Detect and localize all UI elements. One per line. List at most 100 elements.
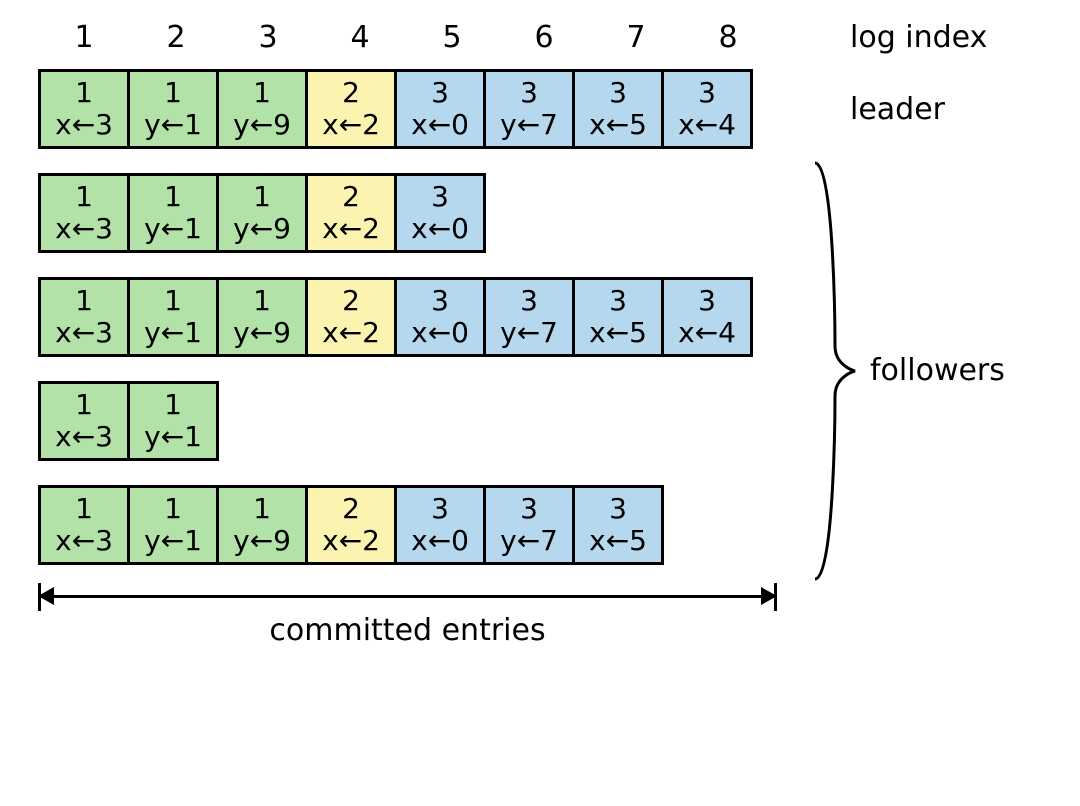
entry-term: 3 xyxy=(520,77,538,109)
entry-term: 1 xyxy=(75,493,93,525)
entry-command: x←2 xyxy=(322,213,380,245)
entry-command: x←3 xyxy=(55,109,113,141)
followers-label: followers xyxy=(870,353,1005,388)
index-number: 6 xyxy=(498,20,590,55)
entry-command: x←0 xyxy=(411,317,469,349)
log-index-label: log index xyxy=(850,20,987,55)
log-entry-cell: 3y←7 xyxy=(483,69,575,149)
log-entry-cell: 1y←1 xyxy=(127,173,219,253)
log-entry-cell: 3y←7 xyxy=(483,485,575,565)
log-entry-cell: 1x←3 xyxy=(38,277,130,357)
log-entry-cell: 3x←0 xyxy=(394,69,486,149)
entry-command: y←7 xyxy=(500,525,558,557)
entry-command: x←0 xyxy=(411,525,469,557)
entry-term: 3 xyxy=(698,77,716,109)
entry-command: y←9 xyxy=(233,109,291,141)
committed-range-bar xyxy=(38,583,777,611)
entry-term: 2 xyxy=(342,181,360,213)
entry-term: 1 xyxy=(164,389,182,421)
entry-term: 1 xyxy=(253,493,271,525)
entry-term: 3 xyxy=(431,181,449,213)
log-entry-cell: 1x←3 xyxy=(38,381,130,461)
index-number: 8 xyxy=(682,20,774,55)
entry-term: 3 xyxy=(609,285,627,317)
index-number: 4 xyxy=(314,20,406,55)
entry-term: 1 xyxy=(75,389,93,421)
log-entry-cell: 2x←2 xyxy=(305,173,397,253)
log-entry-cell: 3x←5 xyxy=(572,69,664,149)
entry-command: x←3 xyxy=(55,421,113,453)
follower-row: 1x←31y←1 xyxy=(38,381,1060,461)
log-entry-cell: 1y←1 xyxy=(127,381,219,461)
entry-term: 1 xyxy=(75,285,93,317)
log-entry-cell: 2x←2 xyxy=(305,277,397,357)
entry-command: y←7 xyxy=(500,109,558,141)
entry-command: y←7 xyxy=(500,317,558,349)
index-number: 3 xyxy=(222,20,314,55)
index-number: 1 xyxy=(38,20,130,55)
raft-log-diagram: log index 12345678 leader 1x←31y←11y←92x… xyxy=(20,20,1060,648)
entry-command: y←1 xyxy=(144,525,202,557)
entry-command: y←1 xyxy=(144,109,202,141)
entry-term: 1 xyxy=(164,181,182,213)
log-entry-cell: 3x←5 xyxy=(572,485,664,565)
log-entry-cell: 3x←0 xyxy=(394,173,486,253)
log-entry-cell: 3x←0 xyxy=(394,485,486,565)
entry-command: x←2 xyxy=(322,109,380,141)
entry-command: x←3 xyxy=(55,525,113,557)
log-entry-cell: 1x←3 xyxy=(38,485,130,565)
entry-command: x←0 xyxy=(411,213,469,245)
index-number: 5 xyxy=(406,20,498,55)
entry-term: 3 xyxy=(609,77,627,109)
index-number: 2 xyxy=(130,20,222,55)
follower-row: 1x←31y←11y←92x←23x←03y←73x←53x←4 xyxy=(38,277,1060,357)
log-entry-cell: 1y←1 xyxy=(127,69,219,149)
log-entry-cell: 1y←9 xyxy=(216,485,308,565)
entry-command: x←4 xyxy=(678,109,736,141)
entry-command: x←3 xyxy=(55,213,113,245)
entry-term: 1 xyxy=(164,285,182,317)
entry-term: 3 xyxy=(431,77,449,109)
log-entry-cell: 3x←4 xyxy=(661,69,753,149)
entry-command: x←5 xyxy=(589,525,647,557)
log-entry-cell: 2x←2 xyxy=(305,485,397,565)
entry-term: 3 xyxy=(520,493,538,525)
log-entry-cell: 1y←9 xyxy=(216,173,308,253)
entry-term: 3 xyxy=(431,493,449,525)
log-entry-cell: 3x←5 xyxy=(572,277,664,357)
log-entry-cell: 2x←2 xyxy=(305,69,397,149)
log-entry-cell: 3x←4 xyxy=(661,277,753,357)
entry-term: 3 xyxy=(431,285,449,317)
entry-command: x←2 xyxy=(322,317,380,349)
entry-command: y←9 xyxy=(233,317,291,349)
entry-term: 1 xyxy=(253,77,271,109)
entry-term: 1 xyxy=(253,285,271,317)
entry-command: y←1 xyxy=(144,317,202,349)
entry-command: x←2 xyxy=(322,525,380,557)
entry-term: 2 xyxy=(342,493,360,525)
log-entry-cell: 3y←7 xyxy=(483,277,575,357)
committed-line xyxy=(38,595,777,598)
entry-term: 3 xyxy=(520,285,538,317)
entry-term: 2 xyxy=(342,285,360,317)
entry-term: 1 xyxy=(164,493,182,525)
log-rows-container: 1x←31y←11y←92x←23x←03y←73x←53x←41x←31y←1… xyxy=(38,69,1060,565)
log-entry-cell: 1y←1 xyxy=(127,485,219,565)
arrow-left-icon xyxy=(38,587,54,605)
log-entry-cell: 1y←9 xyxy=(216,277,308,357)
entry-command: y←1 xyxy=(144,213,202,245)
log-entry-cell: 3x←0 xyxy=(394,277,486,357)
entry-command: y←9 xyxy=(233,213,291,245)
entry-term: 1 xyxy=(253,181,271,213)
entry-term: 1 xyxy=(75,77,93,109)
entry-command: x←5 xyxy=(589,317,647,349)
entry-term: 3 xyxy=(698,285,716,317)
entry-term: 2 xyxy=(342,77,360,109)
committed-tick-right xyxy=(774,583,777,611)
log-entry-cell: 1x←3 xyxy=(38,69,130,149)
leader-label: leader xyxy=(850,92,945,127)
log-entry-cell: 1x←3 xyxy=(38,173,130,253)
entry-command: x←5 xyxy=(589,109,647,141)
entry-term: 3 xyxy=(609,493,627,525)
follower-row: 1x←31y←11y←92x←23x←0 xyxy=(38,173,1060,253)
